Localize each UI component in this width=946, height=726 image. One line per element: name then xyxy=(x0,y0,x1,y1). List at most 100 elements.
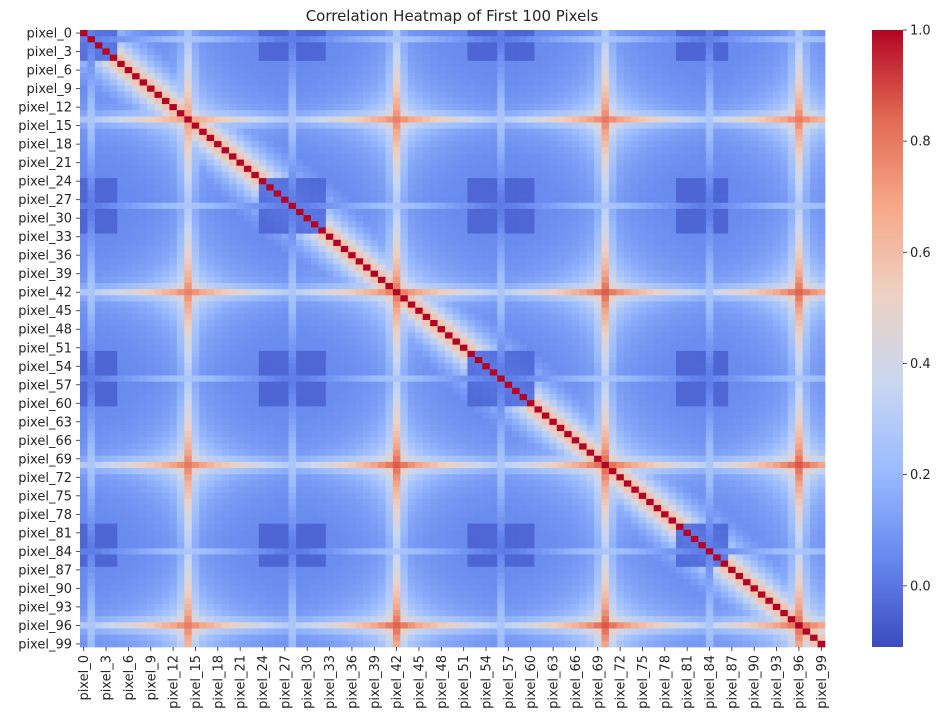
heatmap-cell xyxy=(392,276,401,284)
heatmap-cell xyxy=(482,147,491,154)
heatmap-cell xyxy=(631,245,640,253)
heatmap-cell xyxy=(229,313,237,321)
heatmap-cell xyxy=(318,289,327,296)
heatmap-cell xyxy=(787,110,796,117)
heatmap-cell xyxy=(392,79,401,86)
heatmap-cell xyxy=(184,54,193,62)
heatmap-cell xyxy=(623,245,632,253)
heatmap-cell xyxy=(154,215,163,222)
heatmap-cell xyxy=(243,91,252,99)
heatmap-cell xyxy=(549,48,558,56)
heatmap-cell xyxy=(549,276,558,284)
heatmap-cell xyxy=(556,104,565,111)
heatmap-cell xyxy=(623,159,632,167)
heatmap-cell xyxy=(772,264,781,271)
heatmap-cell xyxy=(430,276,438,284)
heatmap-cell xyxy=(817,252,826,259)
heatmap-cell xyxy=(743,289,751,296)
heatmap-cell xyxy=(676,326,684,333)
heatmap-cell xyxy=(310,91,319,99)
heatmap-cell xyxy=(631,60,640,68)
heatmap-cell xyxy=(735,184,744,191)
heatmap-cell xyxy=(407,171,416,179)
heatmap-cell xyxy=(281,60,289,68)
heatmap-cell xyxy=(676,215,684,222)
heatmap-cell xyxy=(392,171,401,179)
heatmap-cell xyxy=(310,252,319,259)
heatmap-cell xyxy=(482,282,491,290)
heatmap-cell xyxy=(378,73,386,80)
heatmap-cell xyxy=(780,264,789,271)
heatmap-cell xyxy=(653,282,662,290)
heatmap-cell xyxy=(676,122,684,130)
heatmap-cell xyxy=(310,215,319,222)
heatmap-cell xyxy=(266,178,275,185)
heatmap-cell xyxy=(422,319,431,327)
heatmap-cell xyxy=(556,196,565,204)
heatmap-cell xyxy=(653,73,662,80)
heatmap-cell xyxy=(757,295,766,302)
heatmap-cell xyxy=(757,332,766,339)
heatmap-cell xyxy=(288,104,297,111)
heatmap-cell xyxy=(318,73,327,80)
heatmap-cell xyxy=(94,171,103,179)
heatmap-cell xyxy=(422,184,431,191)
heatmap-cell xyxy=(318,326,327,333)
heatmap-cell xyxy=(355,233,364,241)
heatmap-cell xyxy=(124,258,133,265)
heatmap-cell xyxy=(780,104,789,111)
heatmap-cell xyxy=(780,233,789,241)
heatmap-cell xyxy=(251,104,260,111)
heatmap-cell xyxy=(795,276,803,284)
heatmap-cell xyxy=(467,258,476,265)
heatmap-cell xyxy=(132,282,140,290)
heatmap-cell xyxy=(273,91,282,99)
heatmap-cell xyxy=(757,104,766,111)
heatmap-cell xyxy=(735,48,744,56)
heatmap-cell xyxy=(102,264,111,271)
heatmap-cell xyxy=(318,122,327,130)
heatmap-cell xyxy=(243,110,252,117)
heatmap-cell xyxy=(795,178,803,185)
heatmap-cell xyxy=(169,319,178,327)
heatmap-cell xyxy=(117,122,126,130)
heatmap-cell xyxy=(400,184,409,191)
heatmap-cell xyxy=(787,190,796,197)
heatmap-cell xyxy=(363,245,371,253)
heatmap-cell xyxy=(340,30,349,37)
heatmap-cell xyxy=(743,178,751,185)
heatmap-cell xyxy=(385,264,394,271)
heatmap-cell xyxy=(124,128,133,136)
heatmap-cell xyxy=(638,301,647,308)
heatmap-cell xyxy=(281,313,289,321)
heatmap-cell xyxy=(497,282,505,290)
heatmap-cell xyxy=(176,252,185,259)
heatmap-cell xyxy=(310,122,319,130)
heatmap-cell xyxy=(273,141,282,148)
heatmap-cell xyxy=(303,215,312,222)
heatmap-cell xyxy=(117,165,126,173)
heatmap-cell xyxy=(765,122,774,130)
heatmap-cell xyxy=(87,208,96,216)
heatmap-cell xyxy=(422,128,431,136)
heatmap-cell xyxy=(474,190,483,197)
heatmap-cell xyxy=(370,326,379,333)
heatmap-cell xyxy=(318,282,327,290)
heatmap-cell xyxy=(459,79,468,86)
heatmap-cell xyxy=(467,282,476,290)
heatmap-cell xyxy=(817,79,826,86)
heatmap-cell xyxy=(653,307,662,315)
heatmap-cell xyxy=(817,171,826,179)
heatmap-cell xyxy=(750,159,759,167)
heatmap-cell xyxy=(139,122,148,130)
heatmap-cell xyxy=(594,60,602,68)
heatmap-cell xyxy=(564,54,573,62)
heatmap-cell xyxy=(556,239,565,247)
heatmap-cell xyxy=(154,276,163,284)
heatmap-cell xyxy=(482,227,491,234)
heatmap-cell xyxy=(728,326,736,333)
heatmap-cell xyxy=(452,73,461,80)
heatmap-cell xyxy=(199,60,207,68)
heatmap-cell xyxy=(772,215,781,222)
heatmap-cell xyxy=(757,116,766,123)
